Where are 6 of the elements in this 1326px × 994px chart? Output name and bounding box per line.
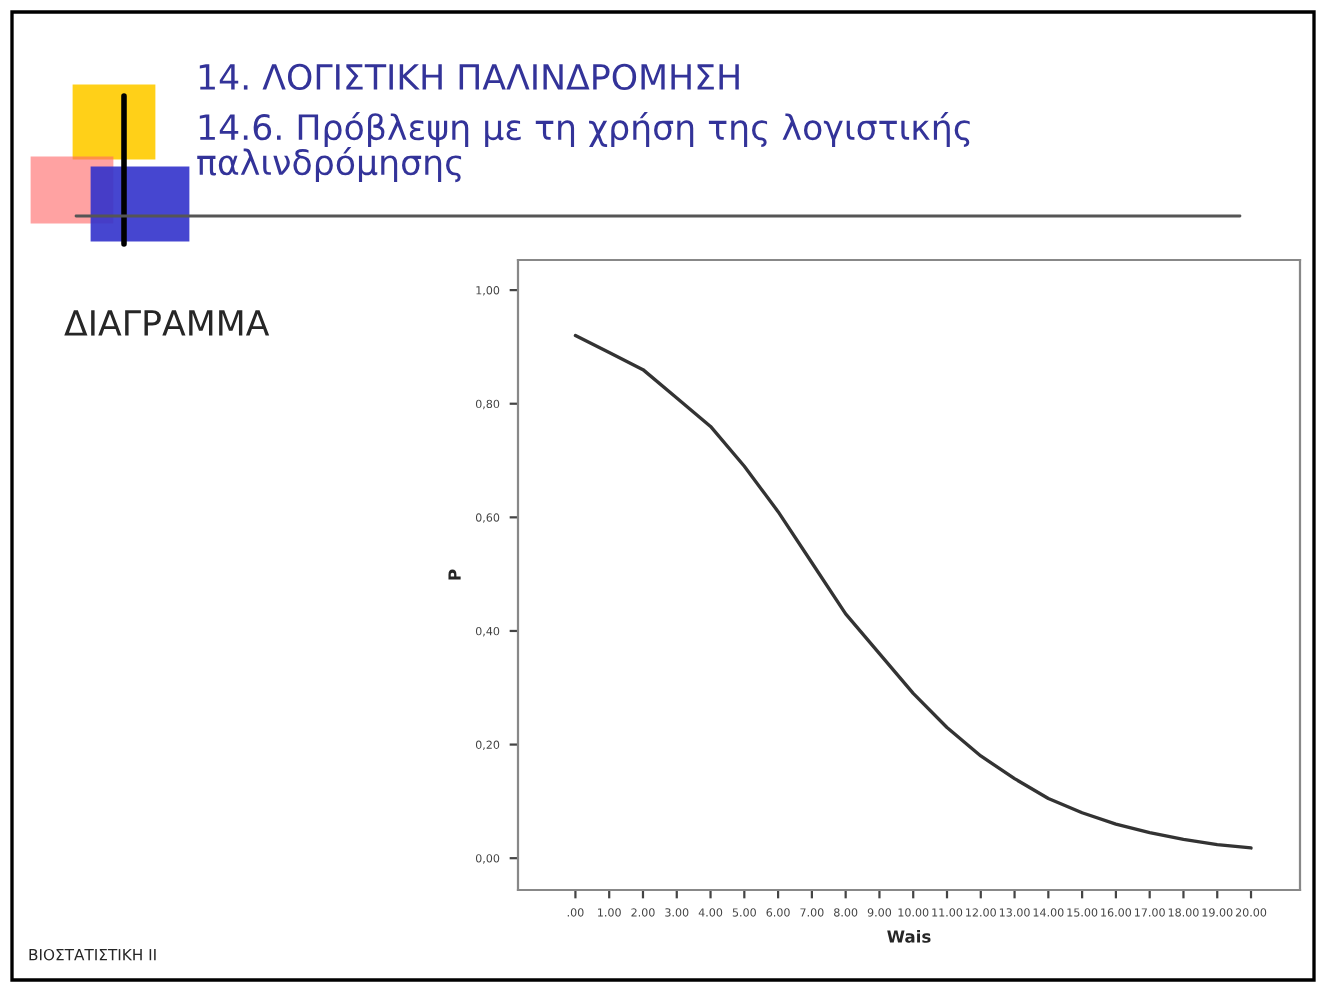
chart-subtitle: 14.6. Πρόβλεψη με τη χρήση της λογιστικής παλινδρόμησης (197, 112, 970, 183)
y-axis-title: P (448, 569, 461, 580)
text: ΔΙΑΓΡΑΜΜΑ (64, 310, 270, 336)
x-axis-title: Wais (887, 929, 931, 943)
chart-title: 14. ΛΟΓΙΣΤΙΚΗ ΠΑΛΙΝΔΡΟΜΗΣΗ (199, 63, 739, 91)
line-series (573, 333, 1253, 850)
